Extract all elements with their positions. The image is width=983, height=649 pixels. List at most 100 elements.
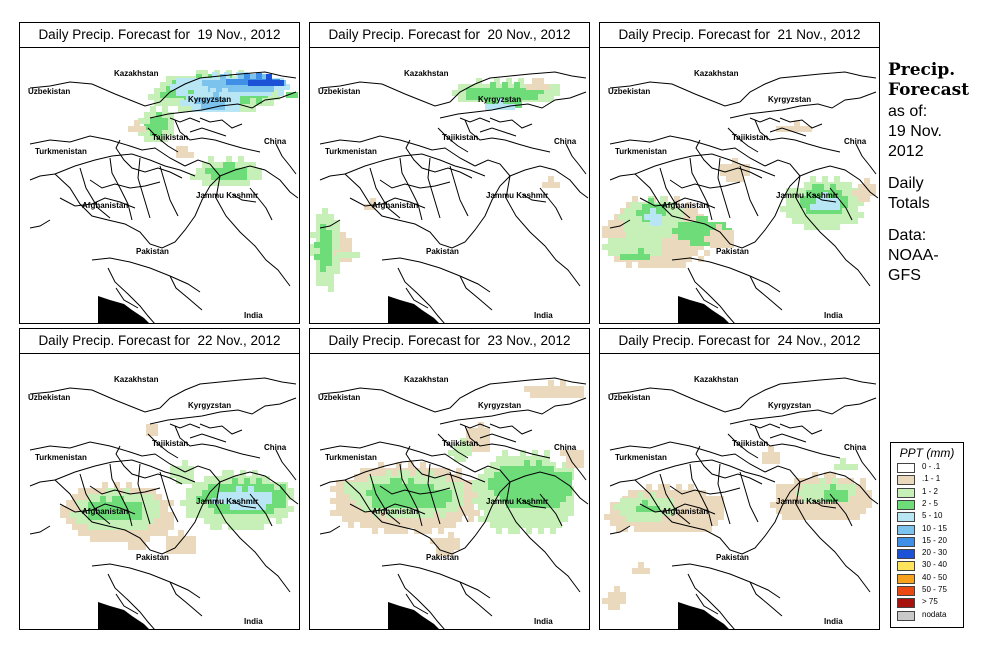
precip-cell — [204, 500, 210, 506]
precip-cell — [466, 444, 472, 450]
precip-cell — [450, 516, 456, 522]
boundary-line — [717, 463, 731, 525]
precip-cell — [794, 514, 800, 520]
precip-map: Kazakhstan Uzbekistan Kyrgyzstan Tajikistan… — [310, 48, 589, 323]
precip-cell — [168, 500, 174, 506]
precip-cell — [250, 74, 256, 80]
precip-cell — [674, 250, 680, 256]
boundary-line — [795, 481, 871, 593]
precip-cell — [254, 80, 260, 86]
precip-cell — [162, 130, 168, 136]
precip-cell — [502, 522, 508, 528]
precip-cell — [264, 476, 270, 482]
precip-cell — [272, 84, 278, 90]
precip-cell — [850, 490, 856, 496]
precip-cell — [472, 88, 478, 94]
precip-cell — [144, 130, 150, 136]
precip-cell — [314, 254, 320, 260]
precip-cell — [192, 106, 198, 112]
precip-cell — [244, 86, 250, 92]
precip-cell — [800, 508, 806, 514]
panel-title: Daily Precip. Forecast for 22 Nov., 2012 — [20, 329, 299, 354]
precip-cell — [214, 508, 220, 514]
precip-cell — [392, 506, 398, 512]
precip-cell — [694, 502, 700, 508]
precip-cell — [478, 474, 484, 480]
precip-cell — [706, 508, 712, 514]
precip-cell — [322, 214, 328, 220]
precip-cell — [468, 498, 474, 504]
boundary-line — [54, 173, 221, 249]
precip-cell — [484, 492, 490, 498]
precip-cell — [554, 490, 560, 496]
boundary-line — [169, 581, 203, 617]
precip-cell — [548, 484, 554, 490]
precip-cell — [130, 508, 136, 514]
precip-cell — [434, 506, 440, 512]
precip-cell — [626, 510, 632, 516]
precip-cell — [76, 512, 82, 518]
precip-cell — [602, 232, 608, 238]
precip-cell — [502, 504, 508, 510]
precip-cell — [88, 502, 94, 508]
precip-cell — [528, 478, 534, 484]
precip-cell — [544, 516, 550, 522]
precip-cell — [184, 106, 190, 112]
precip-cell — [472, 428, 478, 434]
boundary-line — [405, 445, 473, 485]
precip-cell — [834, 224, 840, 230]
precip-cell — [340, 256, 346, 262]
precip-cell — [542, 472, 548, 478]
precip-cell — [614, 250, 620, 256]
precip-cell — [620, 510, 626, 516]
precip-cell — [372, 528, 378, 534]
precip-cell — [798, 188, 804, 194]
precip-cell — [494, 84, 500, 90]
precip-cell — [268, 100, 274, 106]
precip-cell — [210, 476, 216, 482]
precip-cell — [506, 84, 512, 90]
precip-cell — [336, 504, 342, 510]
precip-cell — [626, 504, 632, 510]
precip-cell — [520, 462, 526, 468]
forecast-panel-24-nov: Daily Precip. Forecast for 24 Nov., 2012… — [599, 328, 880, 630]
precip-cell — [268, 508, 274, 514]
precip-cell — [602, 226, 608, 232]
coastline — [388, 602, 439, 629]
boundary-line — [474, 465, 511, 483]
precip-cell — [360, 516, 366, 522]
precip-cell — [222, 88, 228, 94]
precip-cell — [242, 504, 248, 510]
precip-cell — [88, 508, 94, 514]
label-pakistan: Pakistan — [136, 247, 169, 256]
precip-cell — [213, 98, 219, 104]
precip-cell — [796, 490, 802, 496]
boundary-line — [764, 465, 801, 483]
precip-cell — [636, 220, 642, 226]
precip-cell — [452, 90, 458, 96]
boundary-line — [437, 127, 469, 153]
precip-cell — [106, 524, 112, 530]
precip-cell — [436, 538, 442, 544]
precip-cell — [182, 146, 188, 152]
precip-cell — [326, 260, 332, 266]
map-svg: KazakhstanUzbekistanKyrgyzstanTajikistan… — [28, 375, 299, 629]
boundary-line — [169, 117, 201, 123]
precip-cell — [646, 484, 652, 490]
precip-cell — [542, 392, 548, 398]
precip-cell — [848, 478, 854, 484]
precip-cell — [638, 568, 644, 574]
precip-cell — [698, 244, 704, 250]
boundary-line — [565, 143, 587, 175]
precip-cell — [662, 504, 668, 510]
precip-cell — [668, 262, 674, 268]
boundary-line — [184, 159, 221, 177]
boundary-line — [689, 157, 713, 221]
precip-cell — [812, 208, 818, 214]
precip-cell — [168, 524, 174, 530]
precip-cell — [102, 488, 108, 494]
boundary-line — [439, 91, 587, 119]
precip-cell — [72, 500, 78, 506]
precip-cell — [232, 478, 238, 484]
precip-cell — [130, 518, 136, 524]
